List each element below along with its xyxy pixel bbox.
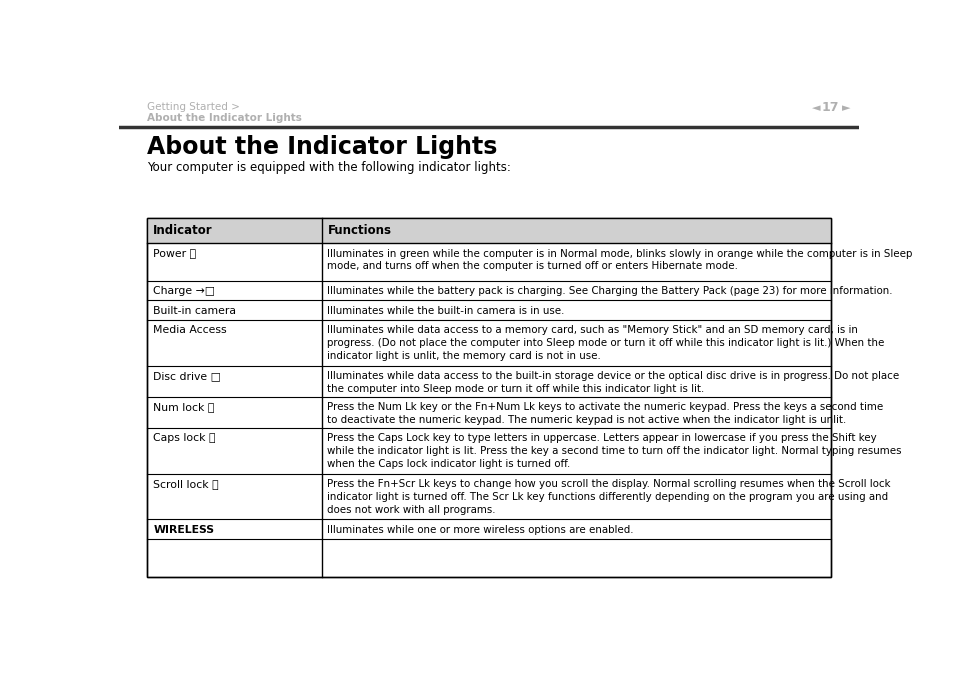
Text: 17: 17 — [821, 101, 839, 115]
Bar — [147, 218, 830, 243]
Text: Functions: Functions — [327, 224, 391, 237]
Text: Illuminates while the built-in camera is in use.: Illuminates while the built-in camera is… — [327, 305, 564, 315]
Text: Num lock Ⓕ: Num lock Ⓕ — [153, 402, 214, 412]
Text: Illuminates while the battery pack is charging. See Charging the Battery Pack (p: Illuminates while the battery pack is ch… — [327, 286, 892, 296]
Text: Scroll lock Ⓕ: Scroll lock Ⓕ — [153, 479, 218, 489]
Bar — [147, 218, 830, 576]
Text: Media Access: Media Access — [153, 326, 227, 336]
Bar — [147, 218, 830, 576]
Text: Press the Num Lk key or the Fn+Num Lk keys to activate the numeric keypad. Press: Press the Num Lk key or the Fn+Num Lk ke… — [327, 402, 882, 425]
Text: Built-in camera: Built-in camera — [153, 305, 236, 315]
Text: About the Indicator Lights: About the Indicator Lights — [147, 113, 302, 123]
Text: WIRELESS: WIRELESS — [153, 524, 214, 534]
Text: Illuminates while data access to a memory card, such as "Memory Stick" and an SD: Illuminates while data access to a memor… — [327, 326, 884, 361]
Text: Illuminates in green while the computer is in Normal mode, blinks slowly in oran: Illuminates in green while the computer … — [327, 249, 912, 272]
Text: Your computer is equipped with the following indicator lights:: Your computer is equipped with the follo… — [147, 161, 511, 175]
Text: ►: ► — [841, 103, 850, 113]
Text: Charge →□: Charge →□ — [153, 286, 215, 296]
Text: Illuminates while one or more wireless options are enabled.: Illuminates while one or more wireless o… — [327, 524, 634, 534]
Text: Indicator: Indicator — [153, 224, 213, 237]
Text: Press the Caps Lock key to type letters in uppercase. Letters appear in lowercas: Press the Caps Lock key to type letters … — [327, 433, 901, 469]
Text: Illuminates while data access to the built-in storage device or the optical disc: Illuminates while data access to the bui… — [327, 371, 899, 394]
Text: Power ⒤: Power ⒤ — [153, 249, 196, 259]
Text: Getting Started >: Getting Started > — [147, 102, 240, 112]
Text: About the Indicator Lights: About the Indicator Lights — [147, 135, 497, 159]
Text: Disc drive □: Disc drive □ — [153, 371, 221, 381]
Text: Press the Fn+Scr Lk keys to change how you scroll the display. Normal scrolling : Press the Fn+Scr Lk keys to change how y… — [327, 479, 890, 514]
Text: ◄: ◄ — [811, 103, 820, 113]
Text: Caps lock Ⓐ: Caps lock Ⓐ — [153, 433, 215, 443]
